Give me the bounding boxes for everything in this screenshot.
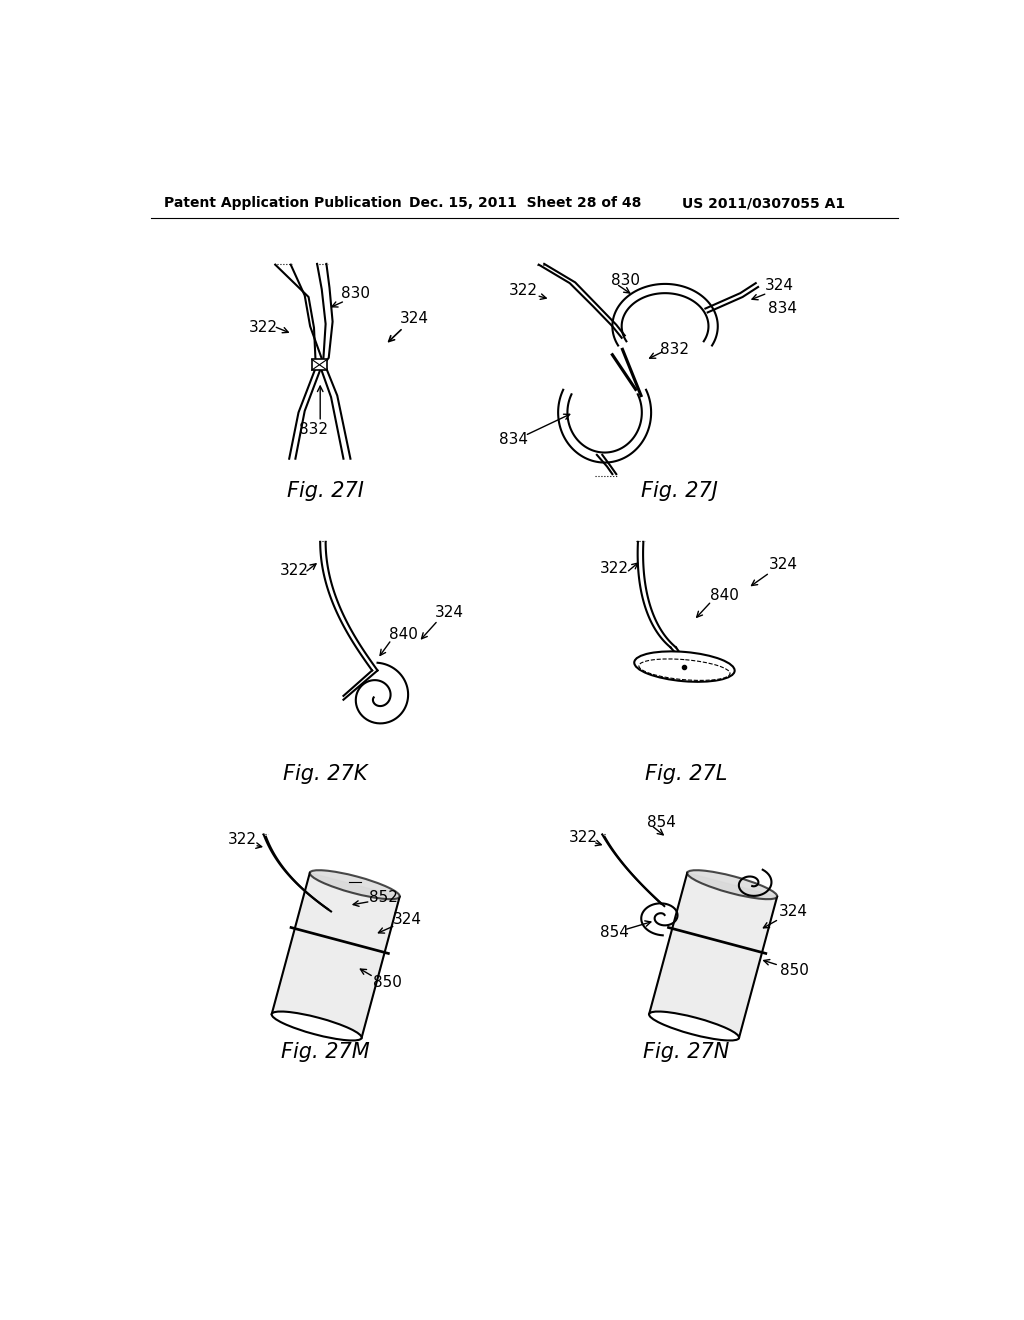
Polygon shape <box>649 873 777 1038</box>
Text: 832: 832 <box>659 342 689 356</box>
Ellipse shape <box>634 651 734 682</box>
Text: 854: 854 <box>600 925 629 940</box>
Text: 322: 322 <box>249 321 279 335</box>
Text: 324: 324 <box>435 605 464 620</box>
Text: 322: 322 <box>509 284 538 298</box>
Text: 322: 322 <box>600 561 629 576</box>
Text: 840: 840 <box>711 589 739 603</box>
Text: 324: 324 <box>765 279 794 293</box>
Text: 322: 322 <box>228 833 257 847</box>
Text: 324: 324 <box>400 312 429 326</box>
Text: US 2011/0307055 A1: US 2011/0307055 A1 <box>682 197 845 210</box>
Text: 840: 840 <box>389 627 418 642</box>
Text: Fig. 27I: Fig. 27I <box>287 480 365 502</box>
Text: Fig. 27N: Fig. 27N <box>643 1041 729 1061</box>
Ellipse shape <box>687 870 777 899</box>
Polygon shape <box>271 873 399 1038</box>
Text: 834: 834 <box>768 301 798 315</box>
Text: 850: 850 <box>373 974 402 990</box>
Text: 324: 324 <box>392 912 422 927</box>
Bar <box>311 359 328 370</box>
Text: Dec. 15, 2011  Sheet 28 of 48: Dec. 15, 2011 Sheet 28 of 48 <box>409 197 641 210</box>
Text: 324: 324 <box>778 904 808 919</box>
Text: Fig. 27L: Fig. 27L <box>645 764 727 784</box>
Text: 854: 854 <box>647 814 676 830</box>
Text: Fig. 27M: Fig. 27M <box>282 1041 370 1061</box>
Ellipse shape <box>639 659 730 680</box>
Text: 830: 830 <box>341 285 370 301</box>
Text: 830: 830 <box>611 272 640 288</box>
Text: Fig. 27K: Fig. 27K <box>284 764 368 784</box>
Ellipse shape <box>310 870 399 899</box>
Text: Fig. 27J: Fig. 27J <box>641 480 718 502</box>
Text: Patent Application Publication: Patent Application Publication <box>164 197 401 210</box>
Ellipse shape <box>649 1011 739 1040</box>
Text: 852: 852 <box>370 890 398 906</box>
Text: 832: 832 <box>299 422 329 437</box>
Text: 850: 850 <box>780 964 809 978</box>
Text: 322: 322 <box>569 830 598 845</box>
Ellipse shape <box>271 1011 361 1040</box>
Text: 834: 834 <box>500 432 528 447</box>
Text: 324: 324 <box>768 557 798 573</box>
Text: 322: 322 <box>281 562 309 578</box>
